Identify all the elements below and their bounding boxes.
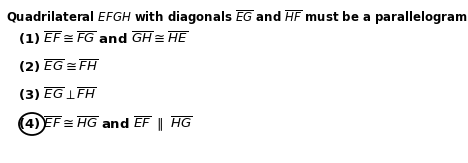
Text: (2) $\overline{EG} \cong \overline{FH}$: (2) $\overline{EG} \cong \overline{FH}$: [18, 58, 98, 75]
Text: (3) $\overline{EG} \perp \overline{FH}$: (3) $\overline{EG} \perp \overline{FH}$: [18, 86, 96, 103]
Text: (4) $\overline{EF} \cong \overline{HG}$ and $\overline{EF}$ $\parallel$ $\overli: (4) $\overline{EF} \cong \overline{HG}$ …: [18, 114, 193, 133]
Text: (1) $\overline{EF} \cong \overline{FG}$ and $\overline{GH} \cong \overline{HE}$: (1) $\overline{EF} \cong \overline{FG}$ …: [18, 30, 188, 47]
Text: Quadrilateral $\mathit{EFGH}$ with diagonals $\overline{EG}$ and $\overline{HF}$: Quadrilateral $\mathit{EFGH}$ with diago…: [6, 8, 468, 27]
